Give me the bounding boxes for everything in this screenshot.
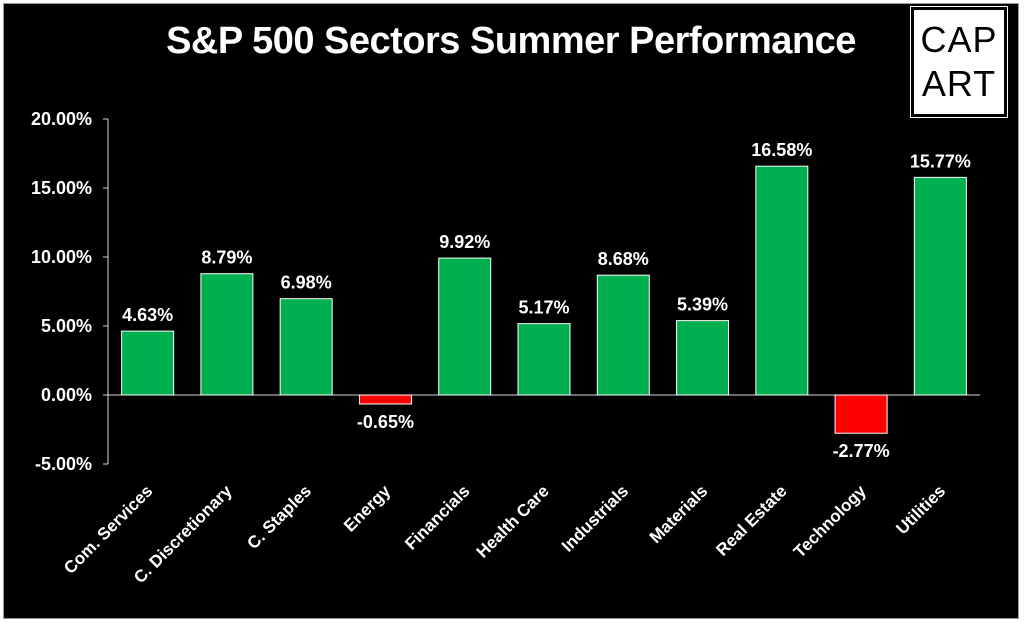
data-label: 8.79% <box>201 248 252 268</box>
data-label: 5.17% <box>518 298 569 318</box>
y-tick-label: 10.00% <box>31 247 92 267</box>
bar <box>913 176 967 396</box>
cap-art-logo: CAP ART <box>911 7 1007 117</box>
category-label: Utilities <box>892 481 949 538</box>
data-label: -2.77% <box>833 441 890 461</box>
bar <box>121 330 175 396</box>
category-label: Industrials <box>558 481 632 555</box>
data-label: 5.39% <box>677 295 728 315</box>
logo-line-2: ART <box>921 63 997 104</box>
data-labels: 4.63% 8.79% 6.98% -0.65% 9.92% 5.17% 8.68% 5.39… <box>122 140 971 461</box>
chart-title: S&P 500 Sectors Summer Performance <box>166 20 856 62</box>
bar <box>358 394 412 405</box>
bar <box>517 323 571 396</box>
bars <box>121 165 967 434</box>
category-label: Technology <box>790 481 870 561</box>
data-label: 9.92% <box>439 232 490 252</box>
bar <box>596 274 650 396</box>
y-tick-label: 20.00% <box>31 109 92 129</box>
data-label: 8.68% <box>598 249 649 269</box>
bar <box>200 273 254 396</box>
bar <box>755 165 809 396</box>
data-label: 15.77% <box>910 151 971 171</box>
y-tick-label: 5.00% <box>41 316 92 336</box>
bar <box>834 394 888 434</box>
data-label: 16.58% <box>751 140 812 160</box>
category-label: C. Staples <box>243 481 315 553</box>
y-tick-label: 0.00% <box>41 385 92 405</box>
bar <box>279 298 333 396</box>
bar <box>676 320 730 396</box>
logo-line-1: CAP <box>920 19 998 60</box>
data-label: 4.63% <box>122 305 173 325</box>
category-label: Energy <box>340 481 395 536</box>
data-label: 6.98% <box>281 273 332 293</box>
bar <box>438 257 492 396</box>
category-label: Financials <box>401 481 473 553</box>
y-tick-label: -5.00% <box>35 454 92 474</box>
y-tick-label: 15.00% <box>31 178 92 198</box>
data-label: -0.65% <box>357 412 414 432</box>
category-label: Real Estate <box>712 481 790 559</box>
chart-frame <box>3 3 1019 619</box>
category-label: Health Care <box>473 481 553 561</box>
category-label: Materials <box>646 481 712 547</box>
